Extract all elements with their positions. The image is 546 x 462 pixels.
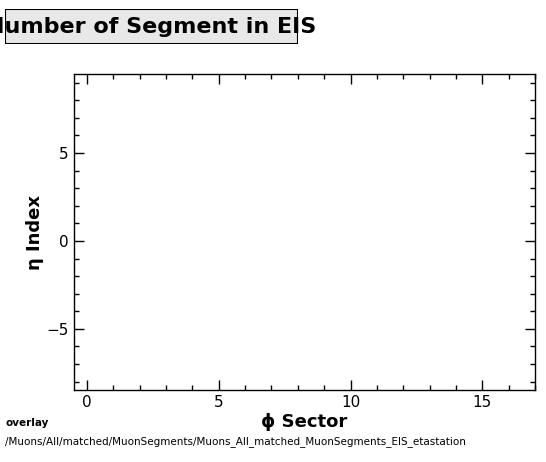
Y-axis label: η Index: η Index (26, 195, 44, 270)
Text: Number of Segment in EIS: Number of Segment in EIS (0, 17, 317, 36)
Text: /Muons/All/matched/MuonSegments/Muons_All_matched_MuonSegments_EIS_etastation: /Muons/All/matched/MuonSegments/Muons_Al… (5, 437, 466, 448)
Text: overlay: overlay (5, 418, 49, 428)
X-axis label: ϕ Sector: ϕ Sector (262, 413, 347, 431)
FancyBboxPatch shape (5, 9, 298, 44)
